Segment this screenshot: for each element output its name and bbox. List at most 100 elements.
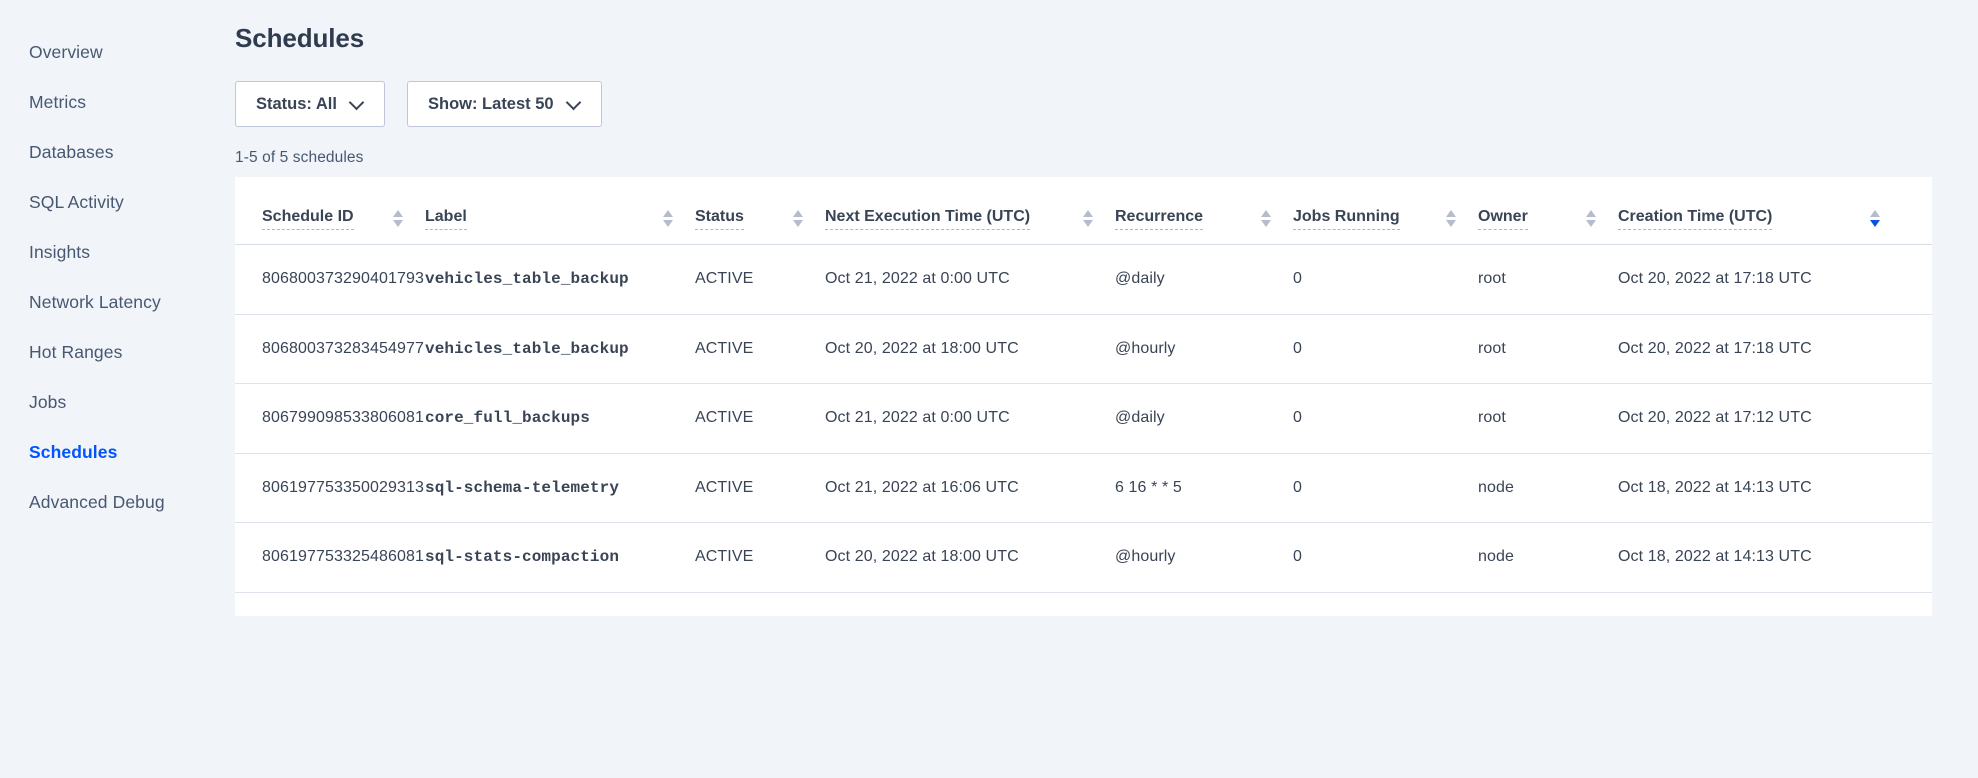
sidebar-item-schedules[interactable]: Schedules bbox=[0, 427, 235, 477]
column-header-label[interactable]: Owner bbox=[1478, 207, 1528, 230]
cell-status: ACTIVE bbox=[695, 244, 825, 315]
column-header-status[interactable]: Status bbox=[695, 177, 825, 245]
table-card-footer bbox=[235, 592, 1932, 616]
cell-status: ACTIVE bbox=[695, 453, 825, 523]
sidebar-item-hot-ranges[interactable]: Hot Ranges bbox=[0, 327, 235, 377]
cell-creation-time: Oct 20, 2022 at 17:12 UTC bbox=[1618, 383, 1932, 454]
cell-creation-time: Oct 18, 2022 at 14:13 UTC bbox=[1618, 522, 1932, 593]
column-header-next-execution-time-utc[interactable]: Next Execution Time (UTC) bbox=[825, 177, 1115, 245]
cell-label[interactable]: sql-schema-telemetry bbox=[425, 453, 695, 523]
cell-status: ACTIVE bbox=[695, 522, 825, 593]
cell-jobs-running: 0 bbox=[1293, 244, 1478, 315]
sidebar: Overview Metrics Databases SQL Activity Insi… bbox=[0, 0, 235, 778]
cell-next-execution: Oct 21, 2022 at 0:00 UTC bbox=[825, 383, 1115, 454]
sort-toggle-icon[interactable] bbox=[1083, 210, 1093, 227]
cell-owner: node bbox=[1478, 522, 1618, 593]
cell-schedule-id[interactable]: 806800373290401793 bbox=[235, 244, 425, 315]
sidebar-item-label: Overview bbox=[29, 41, 103, 62]
table-header-row: Schedule ID Label Status Next Execution Tim… bbox=[235, 177, 1932, 245]
cell-recurrence: @hourly bbox=[1115, 314, 1293, 384]
filter-bar: Status: All Show: Latest 50 bbox=[235, 81, 1978, 127]
sidebar-item-jobs[interactable]: Jobs bbox=[0, 377, 235, 427]
sort-toggle-icon[interactable] bbox=[1586, 210, 1596, 227]
column-header-jobs-running[interactable]: Jobs Running bbox=[1293, 177, 1478, 245]
table-header: Schedule ID Label Status Next Execution Tim… bbox=[235, 177, 1932, 245]
cell-label[interactable]: vehicles_table_backup bbox=[425, 314, 695, 384]
cell-schedule-id[interactable]: 806197753350029313 bbox=[235, 453, 425, 523]
sidebar-item-label: Jobs bbox=[29, 391, 67, 412]
cell-jobs-running: 0 bbox=[1293, 453, 1478, 523]
cell-recurrence: @hourly bbox=[1115, 522, 1293, 593]
sidebar-item-label: Network Latency bbox=[29, 291, 161, 312]
sidebar-item-label: Advanced Debug bbox=[29, 491, 165, 512]
sidebar-item-overview[interactable]: Overview bbox=[0, 27, 235, 77]
column-header-creation-time-utc[interactable]: Creation Time (UTC) bbox=[1618, 177, 1932, 245]
cell-schedule-id[interactable]: 806197753325486081 bbox=[235, 522, 425, 593]
table-row[interactable]: 806800373290401793 vehicles_table_backup A… bbox=[235, 244, 1932, 315]
table-row[interactable]: 806800373283454977 vehicles_table_backup A… bbox=[235, 314, 1932, 384]
column-header-schedule-id[interactable]: Schedule ID bbox=[235, 177, 425, 245]
table-body: 806800373290401793 vehicles_table_backup A… bbox=[235, 244, 1932, 593]
sidebar-item-advanced-debug[interactable]: Advanced Debug bbox=[0, 477, 235, 527]
sidebar-item-databases[interactable]: Databases bbox=[0, 127, 235, 177]
sort-toggle-icon[interactable] bbox=[1446, 210, 1456, 227]
page-title: Schedules bbox=[235, 23, 365, 53]
status-filter[interactable]: Status: All bbox=[235, 81, 385, 127]
cell-status: ACTIVE bbox=[695, 314, 825, 384]
cell-label[interactable]: core_full_backups bbox=[425, 383, 695, 454]
schedules-table-card: Schedule ID Label Status Next Execution Tim… bbox=[235, 177, 1932, 616]
column-header-recurrence[interactable]: Recurrence bbox=[1115, 177, 1293, 245]
sort-toggle-icon[interactable] bbox=[663, 210, 673, 227]
sidebar-item-sql-activity[interactable]: SQL Activity bbox=[0, 177, 235, 227]
cell-label[interactable]: sql-stats-compaction bbox=[425, 522, 695, 593]
cell-recurrence: @daily bbox=[1115, 383, 1293, 454]
cell-next-execution: Oct 20, 2022 at 18:00 UTC bbox=[825, 522, 1115, 593]
cell-next-execution: Oct 20, 2022 at 18:00 UTC bbox=[825, 314, 1115, 384]
chevron-down-icon bbox=[351, 96, 364, 109]
column-header-label[interactable]: Schedule ID bbox=[262, 207, 354, 230]
sidebar-item-label: Schedules bbox=[29, 441, 118, 462]
cell-recurrence: 6 16 * * 5 bbox=[1115, 453, 1293, 523]
sort-toggle-icon[interactable] bbox=[1870, 210, 1880, 227]
table-row[interactable]: 806197753350029313 sql-schema-telemetry AC… bbox=[235, 453, 1932, 523]
column-header-label[interactable]: Label bbox=[425, 207, 467, 230]
table-row[interactable]: 806799098533806081 core_full_backups ACTIV… bbox=[235, 383, 1932, 454]
cell-recurrence: @daily bbox=[1115, 244, 1293, 315]
cell-schedule-id[interactable]: 806799098533806081 bbox=[235, 383, 425, 454]
filter-label: Show: Latest 50 bbox=[427, 94, 554, 113]
column-header-label[interactable]: Status bbox=[695, 207, 744, 230]
sidebar-item-network-latency[interactable]: Network Latency bbox=[0, 277, 235, 327]
schedules-table: Schedule ID Label Status Next Execution Tim… bbox=[235, 177, 1932, 593]
column-header-label[interactable]: Jobs Running bbox=[1293, 207, 1400, 230]
cell-owner: root bbox=[1478, 244, 1618, 315]
cell-label[interactable]: vehicles_table_backup bbox=[425, 244, 695, 315]
sidebar-item-insights[interactable]: Insights bbox=[0, 227, 235, 277]
result-count: 1-5 of 5 schedules bbox=[235, 149, 364, 166]
sidebar-item-metrics[interactable]: Metrics bbox=[0, 77, 235, 127]
sidebar-item-label: Hot Ranges bbox=[29, 341, 123, 362]
sort-toggle-icon[interactable] bbox=[1261, 210, 1271, 227]
filter-label: Status: All bbox=[256, 94, 337, 113]
sidebar-item-label: Databases bbox=[29, 141, 114, 162]
column-header-label[interactable]: Recurrence bbox=[1115, 207, 1204, 230]
cell-jobs-running: 0 bbox=[1293, 314, 1478, 384]
cell-status: ACTIVE bbox=[695, 383, 825, 454]
cell-jobs-running: 0 bbox=[1293, 522, 1478, 593]
main-content: Schedules Status: All Show: Latest 50 1-5… bbox=[235, 0, 1978, 778]
column-header-owner[interactable]: Owner bbox=[1478, 177, 1618, 245]
cell-schedule-id[interactable]: 806800373283454977 bbox=[235, 314, 425, 384]
sort-toggle-icon[interactable] bbox=[393, 210, 403, 227]
cell-jobs-running: 0 bbox=[1293, 383, 1478, 454]
sort-toggle-icon[interactable] bbox=[793, 210, 803, 227]
sidebar-item-label: SQL Activity bbox=[29, 191, 124, 212]
column-header-label[interactable]: Label bbox=[425, 177, 695, 245]
column-header-label[interactable]: Next Execution Time (UTC) bbox=[825, 207, 1031, 230]
table-row[interactable]: 806197753325486081 sql-stats-compaction AC… bbox=[235, 522, 1932, 593]
chevron-down-icon bbox=[568, 96, 581, 109]
show-filter[interactable]: Show: Latest 50 bbox=[406, 81, 602, 127]
cell-creation-time: Oct 18, 2022 at 14:13 UTC bbox=[1618, 453, 1932, 523]
cell-owner: node bbox=[1478, 453, 1618, 523]
column-header-label[interactable]: Creation Time (UTC) bbox=[1618, 207, 1773, 230]
cell-next-execution: Oct 21, 2022 at 16:06 UTC bbox=[825, 453, 1115, 523]
